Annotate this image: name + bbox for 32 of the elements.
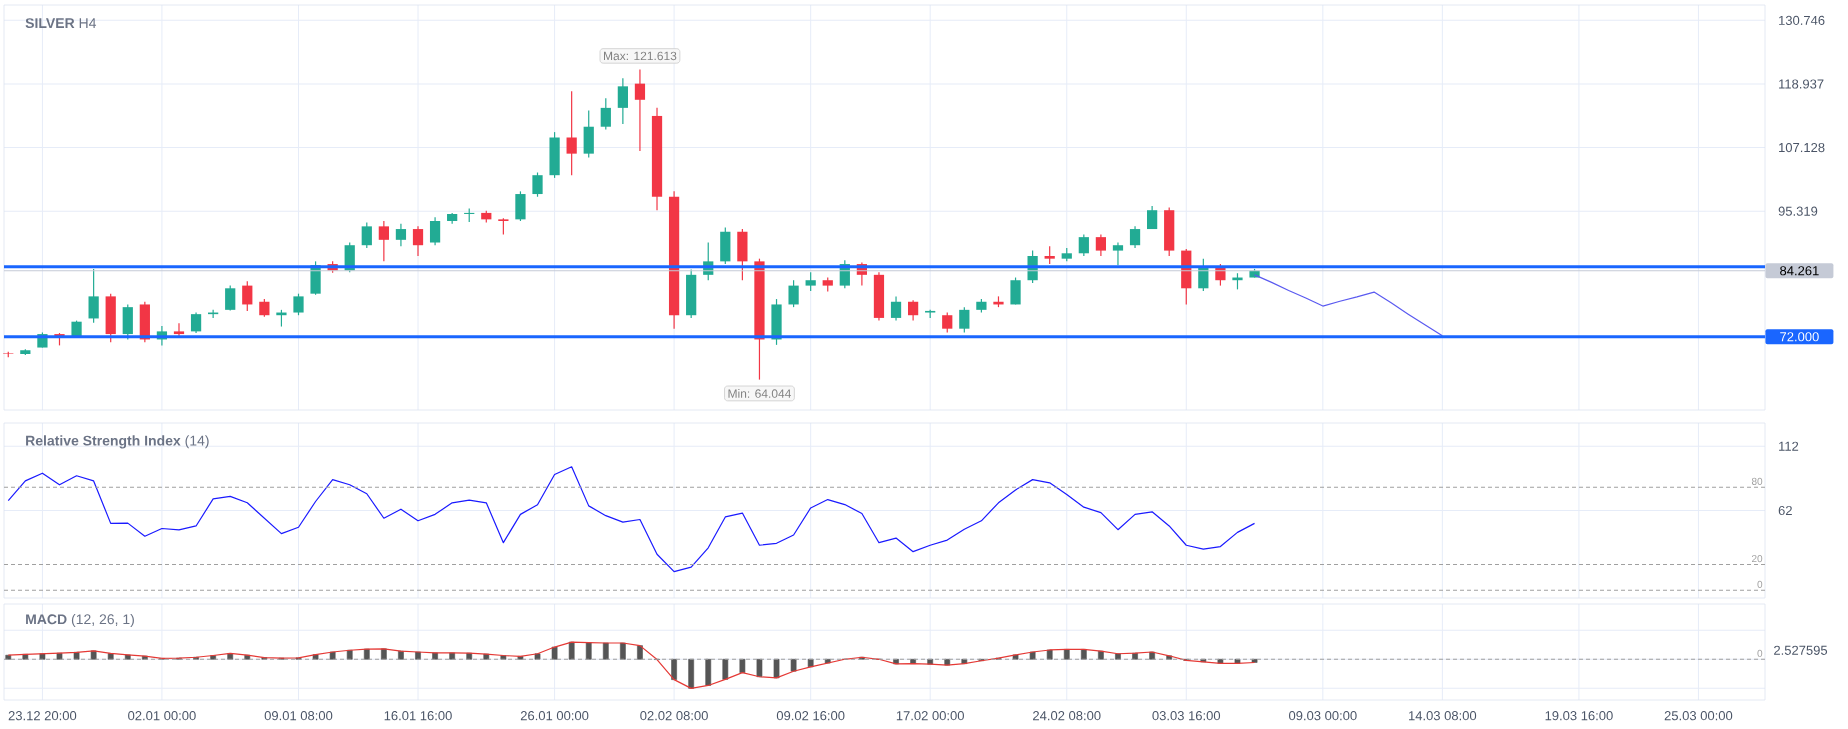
x-tick-label: 09.02 16:00 bbox=[776, 711, 845, 721]
x-tick-label: 19.03 16:00 bbox=[1545, 711, 1613, 721]
y-tick-label: 107.128 bbox=[1779, 142, 1825, 153]
x-tick-label: 02.02 08:00 bbox=[640, 711, 708, 721]
x-tick-label: 02.01 00:00 bbox=[128, 711, 196, 721]
x-tick-label: 03.03 16:00 bbox=[1152, 711, 1221, 721]
y-tick-label: 112 bbox=[1779, 441, 1799, 451]
x-tick-label: 25.03 00:00 bbox=[1664, 711, 1733, 721]
y-tick-label: 118.937 bbox=[1779, 79, 1824, 89]
x-tick-label: 26.01 00:00 bbox=[520, 711, 589, 721]
chart-title: MACD (12, 26, 1) bbox=[26, 613, 134, 627]
x-tick-label: 09.03 00:00 bbox=[1289, 711, 1357, 721]
text: 2.527595 bbox=[1774, 645, 1828, 655]
ref-line-label: 80 bbox=[1751, 477, 1763, 485]
x-tick-label: 14.03 08:00 bbox=[1409, 711, 1477, 721]
ref-line-label: 0 bbox=[1757, 649, 1763, 657]
x-tick-label: 17.02 00:00 bbox=[896, 711, 964, 721]
text: Relative Strength Index (14) bbox=[26, 435, 209, 449]
ref-line-label: 0 bbox=[1757, 580, 1763, 588]
x-tick-label: 24.02 08:00 bbox=[1033, 711, 1101, 721]
x-tick-label: 09.01 08:00 bbox=[264, 711, 333, 721]
ref-line-label: 72.000 bbox=[1780, 332, 1819, 342]
x-tick-label: 23.12 20:00 bbox=[8, 711, 77, 721]
ref-line-label: 84.261 bbox=[1780, 266, 1819, 276]
annotation: Max: 121.613 bbox=[604, 51, 677, 61]
y-tick-label: 130.746 bbox=[1779, 15, 1825, 25]
ref-line-label: 20 bbox=[1752, 555, 1763, 563]
x-tick-label: 16.01 16:00 bbox=[384, 711, 452, 721]
y-tick-label: 62 bbox=[1778, 505, 1792, 516]
y-tick-label: 95.319 bbox=[1778, 206, 1818, 216]
annotation: Min: 64.044 bbox=[728, 388, 792, 398]
text: SILVER H4 bbox=[25, 18, 97, 29]
